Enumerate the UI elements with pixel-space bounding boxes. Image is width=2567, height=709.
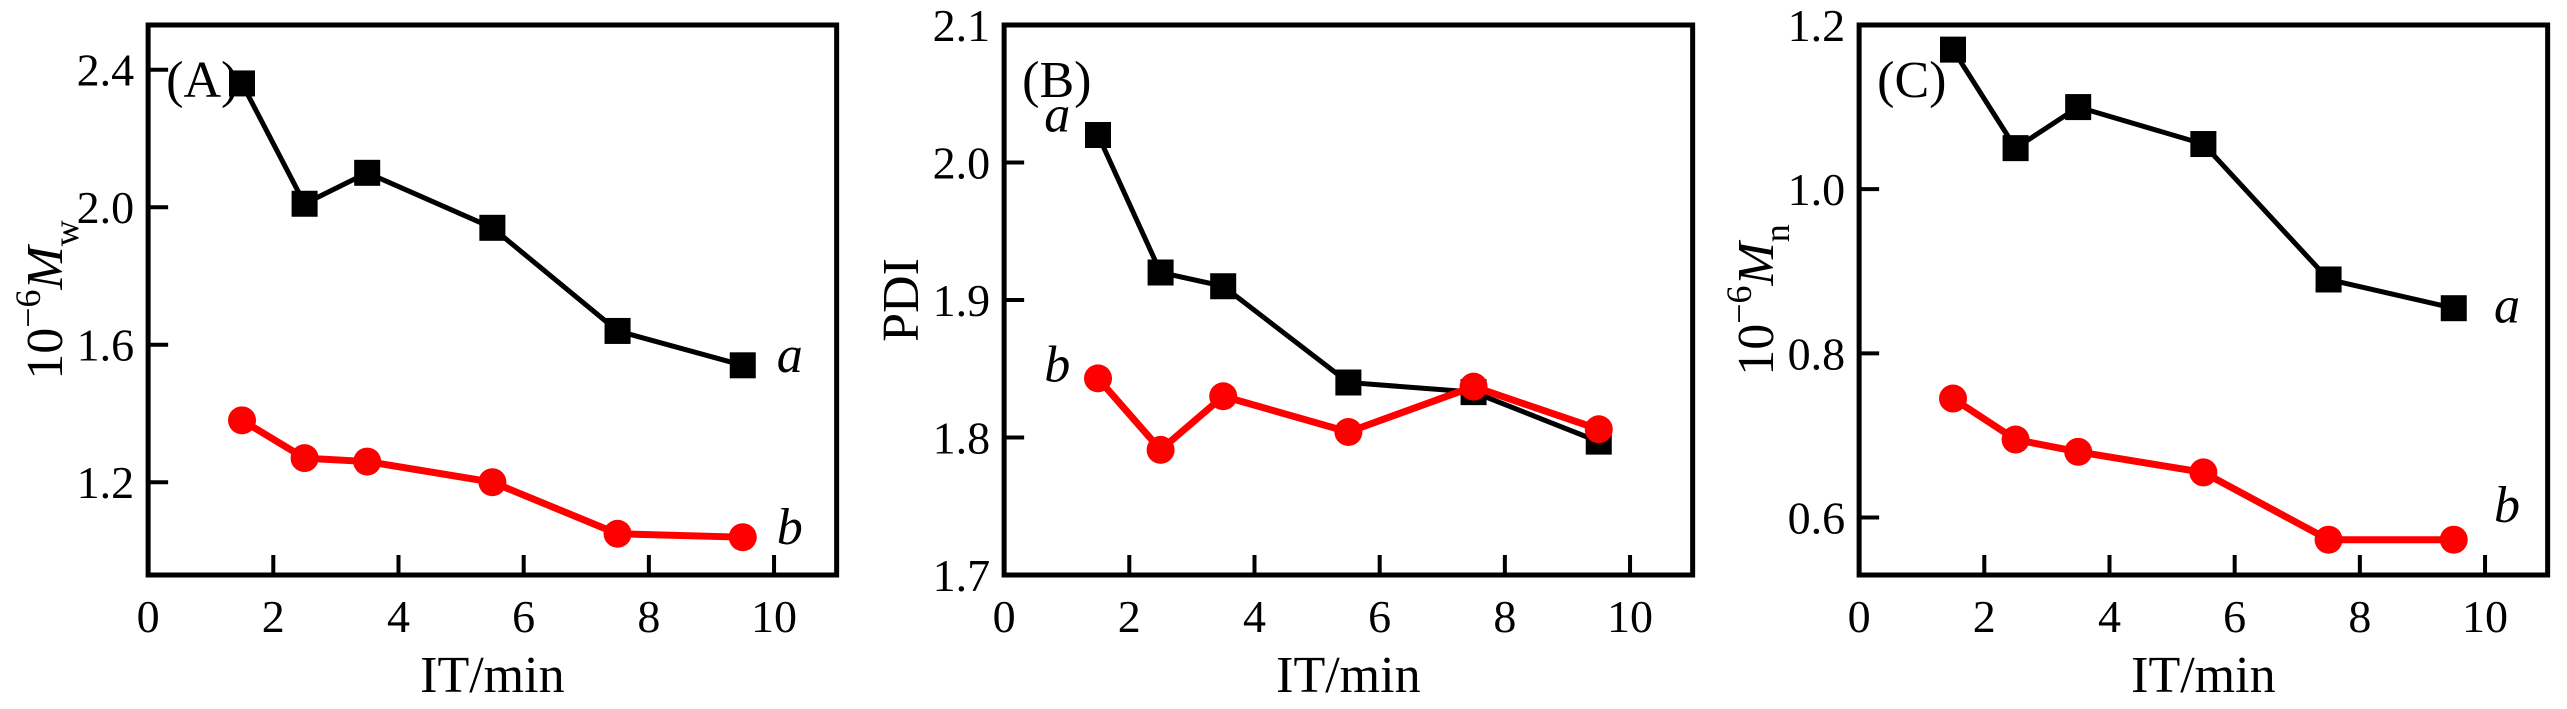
x-tick-label: 2	[1117, 591, 1140, 642]
series-label-b: b	[2494, 477, 2520, 534]
x-tick-label: 0	[1848, 591, 1871, 642]
panel-letter-a: (A)	[166, 52, 238, 109]
x-tick-label: 8	[637, 591, 660, 642]
chart-panel-a: (A) IT/min 0 2 4 6 8 10 1.2 1.6 2.0 2.4 10−6Mw a b	[8, 22, 840, 704]
series-a-line	[1095, 133, 1600, 444]
series-a-marker	[228, 70, 256, 97]
x-tick-label: 2	[1973, 591, 1996, 642]
y-axis-label: 10−6Mn	[1719, 224, 1797, 376]
panel-a-container: (A) IT/min 0 2 4 6 8 10 1.2 1.6 2.0 2.4 10−6Mw a b	[0, 0, 856, 709]
series-b-marker	[2314, 525, 2343, 554]
series-a-marker	[479, 214, 506, 241]
series-b-marker	[1939, 384, 1968, 413]
x-tick-label: 0	[992, 591, 1015, 642]
y-axis-label: 10−6Mw	[8, 220, 86, 380]
x-tick-label: 6	[2223, 591, 2246, 642]
series-b-marker	[1584, 415, 1613, 444]
x-tick-label: 10	[1607, 591, 1653, 642]
series-a-marker	[2065, 94, 2092, 121]
panel-b-container: (B) IT/min 0 2 4 6 8 10 1.7 1.8 1.9 2.0 2.1 PDI a b	[856, 0, 1712, 709]
series-label-a: a	[777, 327, 803, 384]
x-tick-label: 10	[2462, 591, 2508, 642]
series-label-b: b	[777, 499, 803, 556]
series-a-line	[1951, 48, 2455, 311]
series-a-marker	[2441, 295, 2468, 322]
series-a-marker	[1147, 259, 1174, 286]
series-a-line	[239, 82, 744, 368]
series-b-marker	[1459, 372, 1488, 401]
y-axis-label: PDI	[873, 258, 930, 342]
series-b-marker	[603, 519, 632, 548]
x-tick-label: 2	[262, 591, 285, 642]
series-b-marker	[728, 523, 757, 552]
series-b-marker	[2440, 525, 2469, 554]
plot-box	[145, 22, 840, 578]
series-b-line	[1095, 376, 1600, 455]
x-tick-label: 4	[2098, 591, 2121, 642]
series-b-marker	[1083, 364, 1112, 393]
series-label-a: a	[1044, 86, 1070, 143]
y-tick-label: 0.8	[1788, 328, 1846, 379]
panel-c-container: (C) IT/min 0 2 4 6 8 10 0.6 0.8 1.0 1.2 10−6Mn a b	[1711, 0, 2567, 709]
series-a-marker	[1084, 122, 1111, 148]
x-tick-label: 6	[512, 591, 535, 642]
series-b-marker	[478, 468, 507, 497]
series-a-marker	[1940, 36, 1967, 63]
series-b-marker	[1146, 435, 1175, 464]
series-a-marker	[2002, 135, 2029, 162]
x-tick-label: 0	[137, 591, 160, 642]
series-b-marker	[227, 406, 257, 435]
series-b-marker	[2064, 437, 2093, 466]
x-tick-label: 8	[1493, 591, 1516, 642]
y-tick-label: 1.7	[932, 550, 990, 601]
series-a-marker	[729, 352, 756, 379]
series-a-marker	[2315, 266, 2342, 293]
y-tick-label: 2.0	[77, 182, 135, 233]
series-a-marker	[1209, 273, 1236, 300]
series-b-marker	[2001, 425, 2030, 454]
series-b-marker	[353, 447, 382, 476]
x-axis-label-c: IT/min	[2131, 647, 2275, 704]
chart-panel-b: (B) IT/min 0 2 4 6 8 10 1.7 1.8 1.9 2.0 2.1 PDI a b	[873, 0, 1695, 704]
series-b-marker	[290, 444, 319, 473]
x-tick-label: 6	[1368, 591, 1391, 642]
x-tick-label: 4	[387, 591, 410, 642]
series-b-marker	[1208, 382, 1237, 411]
chart-panel-c: (C) IT/min 0 2 4 6 8 10 0.6 0.8 1.0 1.2 10−6Mn a b	[1719, 0, 2551, 704]
series-b-marker	[1334, 418, 1363, 446]
y-tick-label: 1.9	[932, 275, 990, 326]
y-tick-label: 1.0	[1788, 164, 1846, 215]
plot-box	[1856, 22, 2551, 578]
series-a-marker	[291, 190, 318, 217]
series-a-marker	[1335, 369, 1362, 396]
x-axis-label-a: IT/min	[420, 647, 564, 704]
panel-letter-c: (C)	[1877, 52, 1946, 109]
x-tick-label: 8	[2349, 591, 2372, 642]
y-tick-label: 2.1	[932, 0, 990, 51]
series-a-marker	[354, 159, 381, 186]
y-tick-label: 2.4	[77, 45, 135, 96]
plot-box	[1001, 22, 1695, 578]
series-label-a: a	[2494, 278, 2520, 335]
x-tick-label: 10	[751, 591, 797, 642]
y-tick-label: 1.8	[932, 413, 990, 464]
x-axis-label-b: IT/min	[1276, 647, 1420, 704]
series-a-marker	[2190, 131, 2217, 158]
panel-letter-b: (B)	[1022, 52, 1091, 109]
y-tick-label: 1.2	[77, 457, 135, 508]
y-tick-label: 1.6	[77, 320, 135, 371]
series-b-marker	[2189, 458, 2218, 487]
y-tick-label: 2.0	[932, 138, 990, 189]
series-a-marker	[604, 317, 631, 344]
y-tick-label: 0.6	[1788, 493, 1846, 544]
x-tick-label: 4	[1243, 591, 1266, 642]
series-label-b: b	[1044, 337, 1070, 394]
y-tick-label: 1.2	[1788, 0, 1846, 51]
